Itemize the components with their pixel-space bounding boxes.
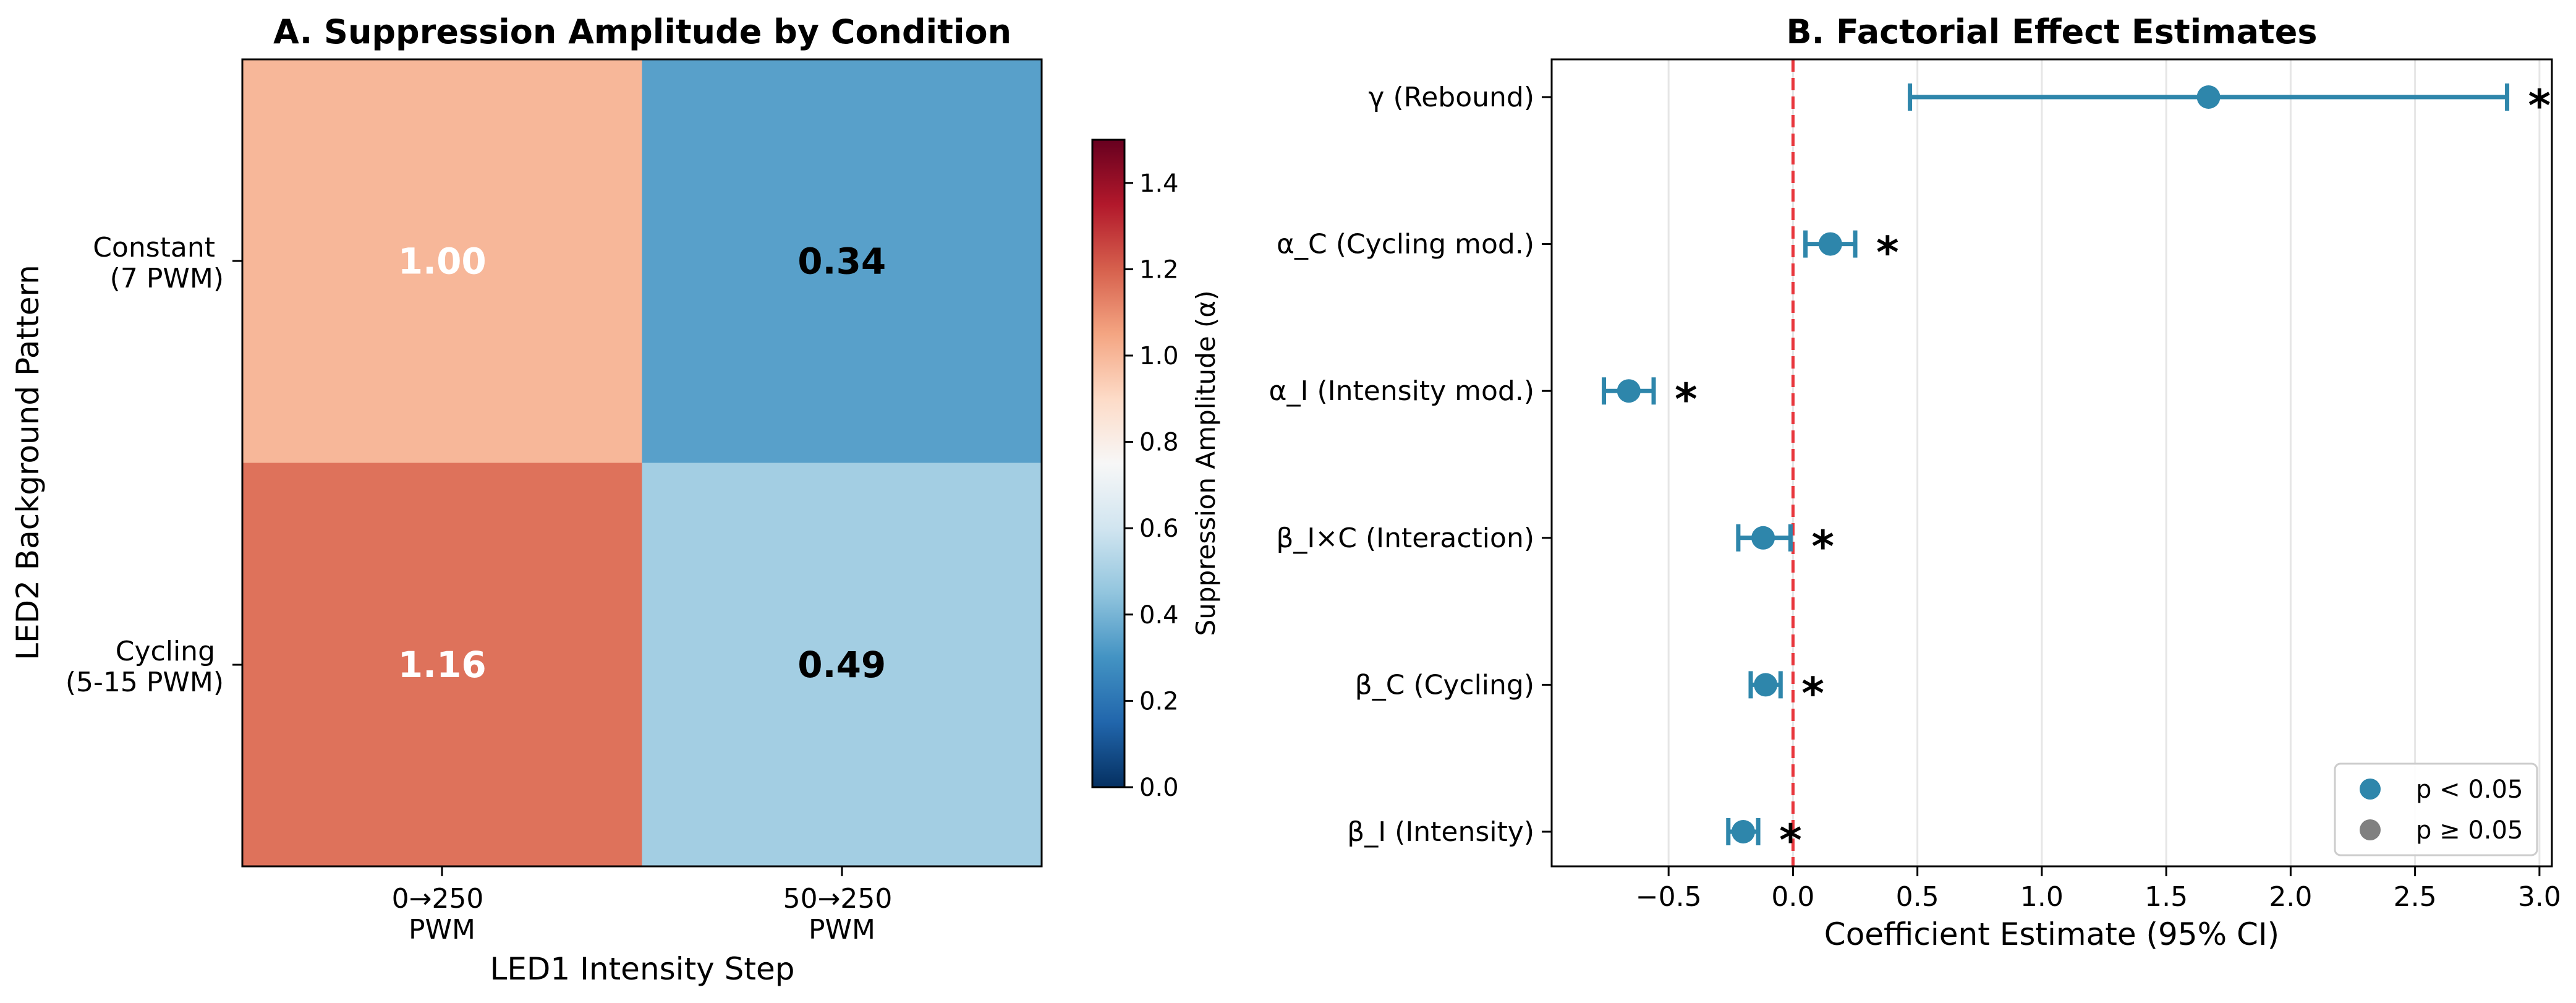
significance-star: * (1801, 668, 1824, 719)
colorbar-ticks: 0.0 0.2 0.4 0.6 0.8 1.0 1.2 1.4 (1124, 169, 1179, 802)
heatmap-cell (642, 463, 1042, 867)
significance-star: * (1779, 815, 1802, 866)
heatmap-ytick-cycling: Cycling (5-15 PWM) (66, 636, 224, 698)
colorbar-gradient (1091, 139, 1126, 788)
heatmap-xtick-50-250: 50→250 PWM (783, 883, 901, 945)
colorbar-tick-label: 0.2 (1139, 687, 1179, 715)
forest-estimates: * * * * * * (1602, 80, 2551, 866)
forest-xtick-label: 1.0 (2020, 881, 2064, 913)
colorbar-tick-label: 0.8 (1139, 429, 1179, 457)
forest-xtick-label: 0.0 (1771, 881, 1814, 913)
forest-ytick-label: γ (Rebound) (1368, 82, 1534, 113)
colorbar: 0.0 0.2 0.4 0.6 0.8 1.0 1.2 1.4 Suppression Amp… (1091, 139, 1221, 802)
heatmap-cell-value: 1.16 (398, 644, 487, 686)
significance-star: * (1876, 228, 1899, 278)
heatmap-xtick-0-250: 0→250 PWM (392, 883, 493, 945)
estimate-point (2196, 85, 2221, 109)
forest-frame (1550, 58, 2553, 868)
heatmap-cell-value: 1.00 (398, 240, 487, 282)
legend-box (2334, 762, 2538, 856)
forest-xticks: −0.5 0.0 0.5 1.0 1.5 2.0 2.5 3.0 (1636, 866, 2561, 913)
significance-star: * (1811, 521, 1834, 572)
colorbar-tick-label: 0.6 (1139, 514, 1179, 543)
forest-xtick-label: 1.5 (2145, 881, 2188, 913)
forest-ytick-label: α_C (Cycling mod.) (1277, 229, 1534, 260)
colorbar-tick-label: 1.4 (1139, 169, 1179, 198)
heatmap-cell (242, 59, 642, 463)
forest-gridlines (1667, 59, 2541, 866)
forest-xtick-label: 0.5 (1896, 881, 1939, 913)
legend-marker-nonsignificant (2360, 819, 2381, 840)
legend-label-significant: p < 0.05 (2416, 775, 2523, 804)
legend-label-nonsignificant: p ≥ 0.05 (2416, 816, 2523, 845)
forest-ylabels: γ (Rebound) α_C (Cycling mod.) α_I (Intens… (1269, 82, 1552, 848)
colorbar-tick-label: 1.2 (1139, 255, 1179, 284)
forest-xlabel: Coefficient Estimate (95% CI) (1824, 916, 2279, 952)
heatmap-panel: A. Suppression Amplitude by Condition 1.… (10, 12, 1043, 987)
colorbar-tick-label: 1.0 (1139, 342, 1179, 370)
forest-ytick-label: β_C (Cycling) (1355, 669, 1534, 701)
estimate-point (1754, 673, 1778, 697)
significance-star: * (1675, 374, 1698, 425)
significance-star: * (2528, 80, 2551, 131)
colorbar-tick-label: 0.4 (1139, 601, 1179, 630)
colorbar-tick-label: 0.0 (1139, 774, 1179, 802)
forest-xtick-label: 3.0 (2518, 881, 2561, 913)
heatmap-cell-labels: 1.00 0.34 1.16 0.49 (398, 240, 886, 686)
heatmap-cell-value: 0.34 (797, 240, 886, 282)
forest-title: B. Factorial Effect Estimates (1787, 12, 2318, 51)
forest-ytick-label: α_I (Intensity mod.) (1269, 375, 1535, 407)
forest-xtick-label: 2.0 (2269, 881, 2312, 913)
estimate-point (1731, 820, 1755, 843)
heatmap-cell-value: 0.49 (797, 644, 886, 686)
heatmap-cell (642, 59, 1042, 463)
colorbar-label: Suppression Amplitude (α) (1191, 291, 1221, 636)
legend: p < 0.05 p ≥ 0.05 (2334, 762, 2538, 856)
heatmap-frame (241, 58, 1043, 868)
heatmap-ytick-constant: Constant (7 PWM) (93, 232, 224, 294)
estimate-point (1617, 379, 1641, 403)
heatmap-xlabel: LED1 Intensity Step (490, 951, 794, 987)
heatmap-cells (242, 59, 1042, 867)
estimate-point (1751, 526, 1775, 550)
forest-xtick-label: 2.5 (2394, 881, 2437, 913)
forest-panel: B. Factorial Effect Estimates * * * * * * −0.… (1269, 12, 2561, 952)
heatmap-ylabel: LED2 Background Pattern (10, 265, 46, 660)
forest-ytick-label: β_I×C (Interaction) (1276, 523, 1534, 554)
estimate-point (1818, 232, 1842, 256)
heatmap-cell (242, 463, 642, 867)
legend-marker-significant (2360, 779, 2381, 800)
forest-xtick-label: −0.5 (1636, 881, 1702, 913)
heatmap-title: A. Suppression Amplitude by Condition (273, 12, 1011, 51)
forest-ytick-label: β_I (Intensity) (1347, 816, 1534, 848)
